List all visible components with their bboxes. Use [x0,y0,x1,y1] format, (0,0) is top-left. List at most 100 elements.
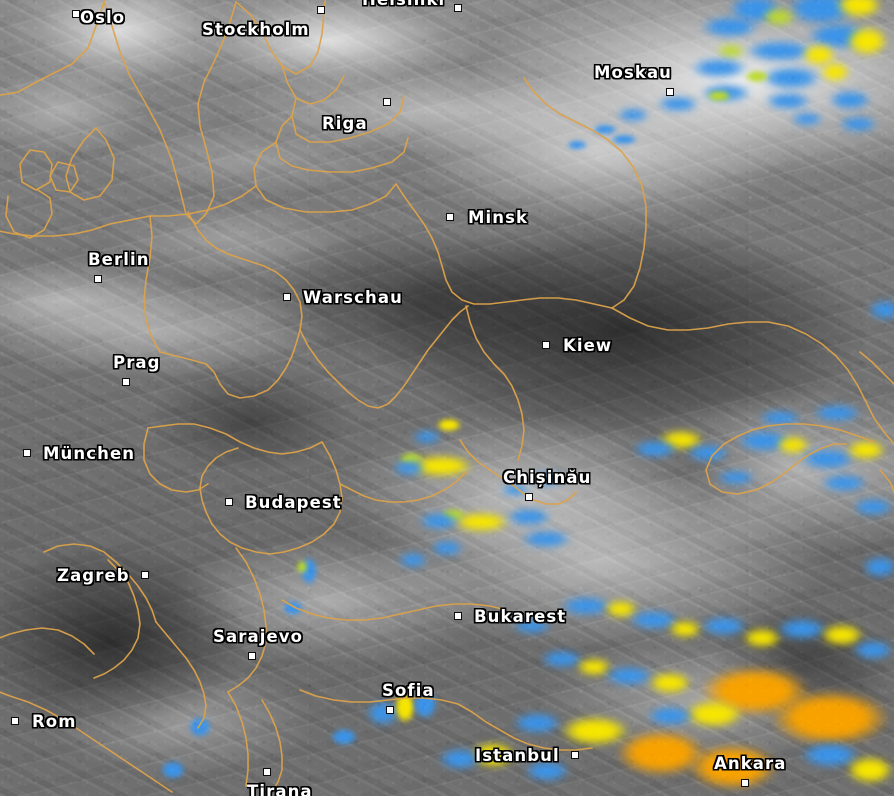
city-name-text: Warschau [303,288,403,307]
city-marker-icon[interactable] [741,779,749,787]
city-marker-icon[interactable] [525,493,533,501]
radar-echo-y [820,624,864,646]
radar-echo-y [846,756,894,784]
city-marker-icon[interactable] [446,213,454,221]
city-marker-icon[interactable] [11,717,19,725]
border-austria-north [147,423,323,455]
radar-echo-b [610,134,638,145]
city-marker-icon[interactable] [72,10,80,18]
coast-croatia [93,559,141,679]
radar-echo-b [868,300,894,320]
city-marker-icon[interactable] [141,571,149,579]
city-marker-icon[interactable] [454,4,462,12]
city-marker-icon[interactable] [383,98,391,106]
coast-denmark-2 [49,161,79,193]
border-belarus-russia [523,77,647,309]
radar-echo-g [716,44,746,58]
radar-echo-y [684,700,744,728]
radar-echo-b [412,688,438,720]
city-marker-icon[interactable] [571,751,579,759]
radar-echo-b [430,540,464,556]
border-turkey-n [471,711,593,751]
radar-echo-b [330,728,358,746]
border-anatolia-ne [859,351,894,385]
city-name-text: Tirana [247,782,313,796]
radar-echo-o [770,690,890,746]
radar-echo-b [592,124,618,135]
radar-echo-b [512,712,562,734]
radar-echo-b [412,430,442,444]
border-czech-north [159,211,303,399]
radar-echo-b [160,760,186,780]
radar-echo-b [758,410,802,426]
coast-sweden-east [185,1,237,225]
city-name-text: Sofia [382,681,435,700]
radar-echo-y [648,672,692,694]
radar-echo-b [646,706,694,726]
border-romania-n [339,471,467,503]
city-name-text: Kiew [563,336,613,355]
city-marker-icon[interactable] [317,6,325,14]
radar-echo-y [820,62,850,82]
radar-echo-y [452,512,510,532]
radar-echo-b [512,618,552,634]
border-lithuania [253,141,397,213]
city-marker-icon[interactable] [386,706,394,714]
radar-echo-y [742,628,782,648]
radar-echo-b [760,66,822,90]
radar-echo-y [836,0,882,18]
city-name-text: Riga [322,114,368,133]
coast-denmark-1 [19,149,53,191]
city-marker-icon[interactable] [248,652,256,660]
radar-echo-y [802,44,836,66]
border-italy-north [0,627,95,655]
border-greece [261,699,283,793]
city-marker-icon[interactable] [454,612,462,620]
coast-baltic-island [65,127,115,201]
radar-echo-b [616,108,650,122]
city-name-text: Rom [32,712,77,731]
border-finland [235,0,327,75]
border-croatia-inland [43,543,157,623]
city-name-text: Chișinău [503,468,592,487]
city-marker-icon[interactable] [666,88,674,96]
coast-crimea [705,435,847,495]
city-name-text: Sarajevo [213,627,304,646]
city-marker-icon[interactable] [283,293,291,301]
border-bosnia [155,621,207,729]
radar-echo-b [852,498,894,516]
radar-echo-b [700,16,760,38]
city-marker-icon[interactable] [225,498,233,506]
city-marker-icon[interactable] [23,449,31,457]
city-name-text: Stockholm [202,20,310,39]
city-name-text: Helsinki [362,0,445,9]
city-name-text: Berlin [88,250,150,269]
coast-finland-gulf [281,65,345,105]
city-name-text: Bukarest [474,607,567,626]
city-marker-icon[interactable] [122,378,130,386]
radar-echo-y [436,418,462,432]
city-marker-icon[interactable] [263,768,271,776]
border-norway [0,0,105,96]
radar-echo-b [628,610,680,630]
border-poland-north [149,185,257,217]
border-romania-s [281,599,507,621]
border-albania-macedonia [227,691,249,787]
city-marker-icon[interactable] [542,341,550,349]
radar-echo-b [392,460,426,476]
radar-echo-b [812,404,862,422]
radar-echo-b [764,92,812,110]
city-name-text: Zagreb [57,566,130,585]
radar-echo-y [408,455,474,477]
radar-echo-b [632,440,678,458]
city-marker-icon[interactable] [94,275,102,283]
radar-echo-y [576,658,612,676]
radar-echo-b [438,748,482,770]
radar-echo-b [530,472,566,486]
radar-echo-b [790,112,824,126]
radar-echo-b [690,58,748,78]
border-estonia [291,95,405,143]
